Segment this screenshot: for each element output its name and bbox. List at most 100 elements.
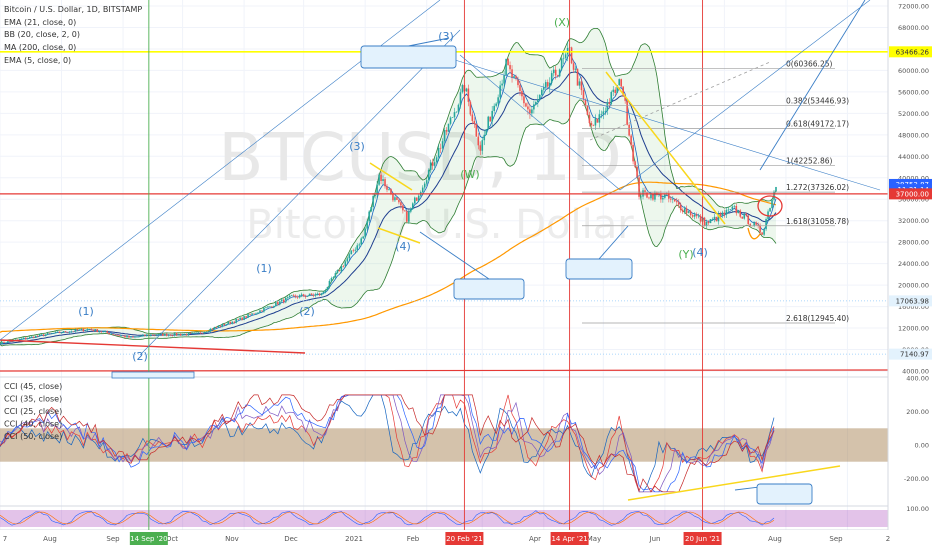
candle-body [542, 87, 545, 90]
cci-tick: 0.00 [915, 442, 929, 450]
candle-body [544, 82, 547, 88]
annotation-overlays: 0(60366.25) 0.382(53446.93) 0.618(49172.17… [0, 0, 889, 530]
candle-body [46, 333, 49, 335]
candle-body [535, 101, 537, 105]
price-tick: 68000.00 [898, 24, 929, 32]
trend-line-blue [619, 0, 871, 191]
fib-levels: 0(60366.25) 0.382(53446.93) 0.618(49172.17… [582, 59, 849, 324]
callout-pointer [598, 225, 629, 260]
cci-legend-item: CCI (45, close) [4, 382, 62, 391]
candle-body [120, 335, 122, 337]
candle-body [25, 337, 27, 339]
fib-label: 1(42252.86) [786, 157, 832, 166]
price-tick: 60000.00 [898, 67, 929, 75]
cci-tick: 200.00 [906, 408, 929, 416]
candle-body [552, 69, 555, 74]
candle-body [60, 332, 63, 334]
candle-body [197, 332, 200, 334]
candle-body [673, 199, 676, 202]
candle-body [48, 333, 51, 334]
callout-box [453, 278, 525, 300]
candle-body [523, 96, 525, 104]
candle-body [429, 162, 432, 171]
candle-body [243, 316, 245, 320]
candle-body [711, 219, 714, 220]
candle-body [705, 221, 708, 226]
candle-body [390, 188, 392, 195]
candle-body [21, 338, 23, 340]
candle-body [283, 299, 285, 303]
candle-body [564, 54, 567, 58]
candle-body [670, 198, 672, 200]
legend-ma200: MA (200, close, 0) [4, 43, 76, 52]
price-tick: 16000.00 [898, 303, 929, 311]
yellow-trend-line [627, 465, 841, 501]
candle-body [193, 332, 196, 334]
candle-body [747, 215, 750, 225]
candle-body [140, 335, 142, 337]
candle-body [588, 114, 591, 124]
candle-body [205, 331, 208, 333]
time-label: Apr [529, 535, 541, 543]
candle-body [271, 306, 273, 308]
candle-body [30, 336, 33, 338]
candle-body [580, 81, 583, 91]
candle-body [519, 85, 521, 92]
candle-body [433, 162, 436, 166]
trend-line-blue [459, 54, 621, 191]
candle-body [574, 68, 577, 70]
callout-box [756, 483, 813, 505]
candle-body [435, 157, 438, 163]
fib-label: 0.382(53446.93) [786, 97, 849, 106]
candle-body [413, 197, 416, 204]
candle-body [235, 319, 237, 323]
bollinger-lower [0, 99, 777, 347]
candle-body [525, 103, 527, 107]
small-callout [111, 371, 195, 379]
candle-body [348, 254, 351, 259]
price-tag-bg [889, 295, 932, 307]
candle-body [292, 294, 295, 296]
ma200-line [0, 181, 777, 333]
price-axis[interactable]: 72000.0068000.0064000.0060000.0056000.00… [887, 0, 932, 530]
candle-body [183, 333, 186, 335]
candle-body [412, 203, 414, 209]
candle-body [74, 329, 77, 332]
candle-body [334, 273, 337, 278]
price-tick: 4000.00 [902, 368, 929, 376]
candle-body [719, 213, 722, 217]
candle-body [251, 313, 253, 315]
candle-body [167, 334, 170, 336]
candle-body [570, 47, 573, 64]
candle-body [66, 332, 69, 333]
candle-body [681, 210, 684, 212]
candle-body [695, 214, 698, 216]
wave-label: (X) [554, 16, 570, 29]
candle-body [50, 333, 53, 334]
time-highlight-bg [683, 532, 722, 545]
time-axis[interactable]: 7AugSepOctNovDec2021FebMarAprMayJunJulAu… [0, 530, 932, 550]
candle-body [509, 65, 511, 70]
candle-body [439, 147, 442, 149]
wave-label: (3) [349, 140, 365, 153]
price-tick: 20000.00 [898, 282, 929, 290]
candle-body [455, 111, 458, 113]
candle-body [632, 144, 634, 162]
candle-body [372, 196, 374, 208]
candle-body [427, 170, 430, 181]
candle-body [471, 114, 474, 121]
candle-body [187, 333, 190, 336]
cci-line [0, 394, 775, 493]
candle-body [739, 210, 742, 217]
candle-body [404, 210, 406, 212]
candle-body [0, 344, 1, 345]
time-highlight-bg [129, 532, 168, 545]
candle-body [443, 130, 446, 142]
fib-label: 1.618(31058.78) [786, 217, 849, 226]
candle-body [306, 295, 309, 297]
candle-body [312, 294, 315, 296]
candle-body [44, 334, 47, 336]
watermark: BTCUSD, 1D Bitcoin / U.S. Dollar [218, 119, 634, 248]
